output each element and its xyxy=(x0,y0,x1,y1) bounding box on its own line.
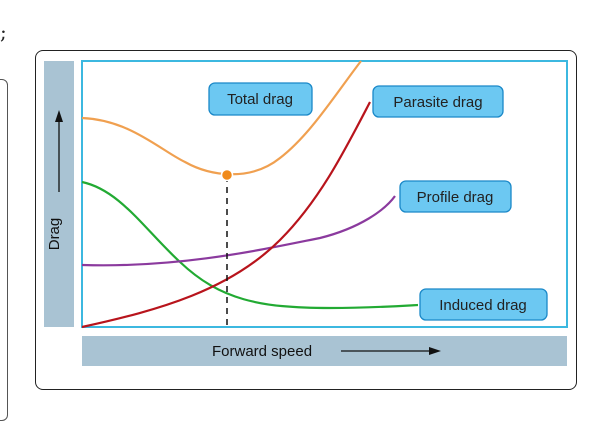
x-axis-arrowhead xyxy=(429,347,441,355)
parasite-drag-label-box xyxy=(372,85,504,118)
x-axis-label: Forward speed xyxy=(212,343,312,360)
y-axis-band xyxy=(44,61,74,327)
profile-drag-label-text: Profile drag xyxy=(417,189,494,206)
induced-drag-label: Induced drag xyxy=(419,288,548,321)
parasite-drag-label-text: Parasite drag xyxy=(393,94,482,111)
drag-diagram: Drag Forward speed Total drag Parasite d… xyxy=(44,60,568,366)
total-drag-label-box xyxy=(208,82,313,116)
y-axis-label: Drag xyxy=(46,218,63,251)
parasite-drag-curve xyxy=(81,101,371,329)
induced-drag-label-text: Induced drag xyxy=(439,297,527,314)
profile-drag-label: Profile drag xyxy=(399,180,512,213)
page-text-fragment: ; xyxy=(0,20,7,44)
profile-drag-curve xyxy=(81,195,396,267)
x-axis-band xyxy=(82,336,567,366)
y-axis-arrowhead xyxy=(55,110,63,122)
induced-drag-curve xyxy=(81,180,419,310)
minimum-drag-point xyxy=(220,168,234,182)
parasite-drag-label: Parasite drag xyxy=(372,85,504,118)
total-drag-label: Total drag xyxy=(208,82,313,116)
total-drag-curve xyxy=(81,60,362,176)
induced-drag-label-box xyxy=(419,288,548,321)
profile-drag-label-box xyxy=(399,180,512,213)
total-drag-label-text: Total drag xyxy=(227,91,293,108)
